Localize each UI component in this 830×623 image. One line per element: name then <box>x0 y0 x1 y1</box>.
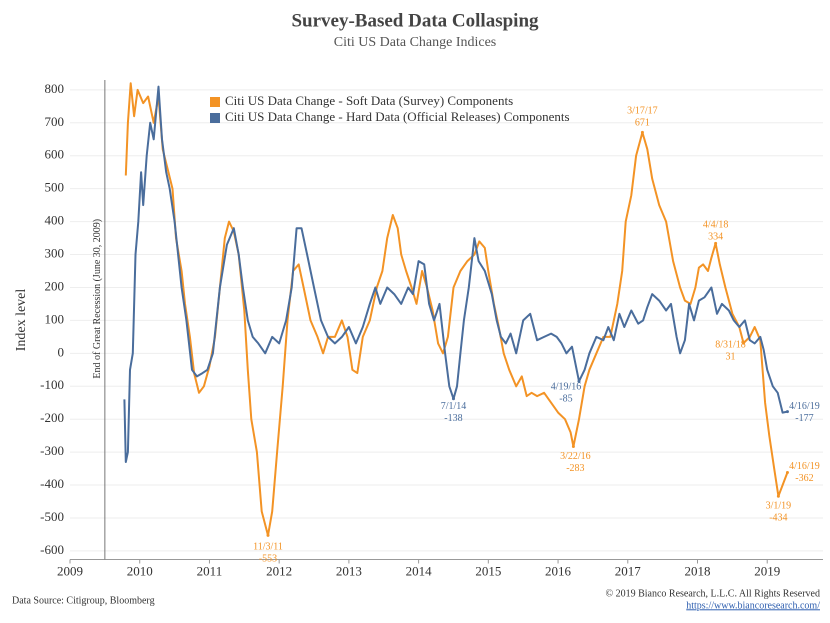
annotation-date: 4/16/19 <box>789 401 820 412</box>
y-tick-label: -500 <box>40 509 64 524</box>
x-tick-label: 2013 <box>336 563 362 578</box>
x-tick-label: 2009 <box>57 563 83 578</box>
series-line <box>123 85 788 463</box>
y-tick-label: 100 <box>45 311 65 326</box>
y-tick-label: -200 <box>40 410 64 425</box>
annotation-point <box>571 445 575 449</box>
annotation-value: 31 <box>726 351 736 362</box>
y-tick-label: 500 <box>45 180 65 195</box>
annotation-date: 4/16/19 <box>789 461 820 472</box>
annotation-value: 334 <box>708 232 723 243</box>
source: Data Source: Citigroup, Bloomberg <box>12 595 155 606</box>
annotation-value: -362 <box>795 473 813 484</box>
annotation-value: -177 <box>795 413 813 424</box>
annotation-point <box>266 533 270 537</box>
annotation-point <box>742 341 746 345</box>
x-tick-label: 2019 <box>754 563 780 578</box>
y-tick-label: -400 <box>40 476 64 491</box>
annotation-date: 11/3/11 <box>253 542 283 553</box>
legend-swatch <box>210 113 220 123</box>
y-tick-label: 200 <box>45 278 65 293</box>
annotation-date: 4/4/18 <box>703 220 729 231</box>
legend-label: Citi US Data Change - Hard Data (Officia… <box>225 109 570 124</box>
annotation-point <box>776 494 780 498</box>
y-tick-label: 300 <box>45 246 65 261</box>
annotation-value: -138 <box>444 413 462 424</box>
y-tick-label: -100 <box>40 377 64 392</box>
annotation-date: 8/31/18 <box>715 339 746 350</box>
x-tick-label: 2010 <box>127 563 153 578</box>
x-tick-label: 2017 <box>615 563 642 578</box>
x-tick-label: 2014 <box>406 563 433 578</box>
annotation-date: 4/19/16 <box>551 382 582 393</box>
y-tick-label: 0 <box>58 344 65 359</box>
legend-label: Citi US Data Change - Soft Data (Survey)… <box>225 93 513 108</box>
annotation-date: 3/1/19 <box>766 501 792 512</box>
annotation-point <box>785 410 789 414</box>
annotation-point <box>577 379 581 383</box>
recession-label: End of Great Recession (June 30, 2009) <box>92 219 103 379</box>
x-tick-label: 2015 <box>475 563 501 578</box>
annotation-value: -85 <box>559 394 572 405</box>
annotation-value: -553 <box>259 554 277 565</box>
copyright: © 2019 Bianco Research, L.L.C. All Right… <box>605 588 820 599</box>
y-tick-label: 700 <box>45 114 65 129</box>
x-tick-label: 2012 <box>266 563 292 578</box>
annotation-value: 671 <box>635 118 650 129</box>
annotation-point <box>714 241 718 245</box>
y-tick-label: 800 <box>45 81 65 96</box>
annotation-date: 3/17/17 <box>627 106 658 117</box>
annotation-value: -283 <box>566 463 584 474</box>
annotation-date: 3/22/16 <box>560 451 591 462</box>
annotation-point <box>640 130 644 134</box>
y-tick-label: 600 <box>45 147 65 162</box>
x-tick-label: 2018 <box>685 563 711 578</box>
y-tick-label: -300 <box>40 443 64 458</box>
chart-subtitle: Citi US Data Change Indices <box>334 35 497 50</box>
y-tick-label: 400 <box>45 213 65 228</box>
legend-swatch <box>210 97 220 107</box>
y-axis-label: Index level <box>14 289 29 352</box>
annotation-date: 7/1/14 <box>441 401 467 412</box>
annotation-value: -434 <box>769 513 787 524</box>
url[interactable]: https://www.biancoresearch.com/ <box>686 600 820 611</box>
y-tick-label: -600 <box>40 542 64 557</box>
x-tick-label: 2011 <box>197 563 223 578</box>
annotation-point <box>451 397 455 401</box>
annotation-point <box>785 471 789 475</box>
chart-title: Survey-Based Data Collasping <box>291 10 539 31</box>
x-tick-label: 2016 <box>545 563 572 578</box>
